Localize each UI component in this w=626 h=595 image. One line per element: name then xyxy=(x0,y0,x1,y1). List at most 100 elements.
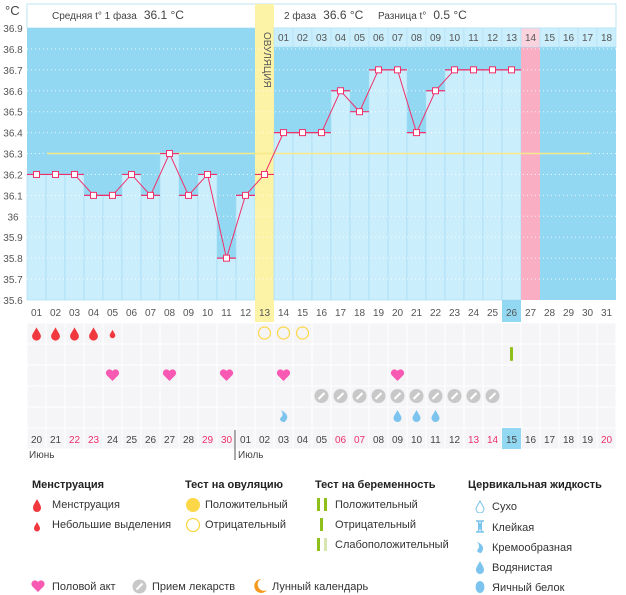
cycle-day-label: 13 xyxy=(259,308,271,319)
marker-cell xyxy=(197,322,218,345)
phase2-day-label: 08 xyxy=(411,33,423,44)
intercourse-heart-icon xyxy=(219,369,234,381)
marker-cell xyxy=(216,385,237,408)
fluid-watery-icon xyxy=(393,410,402,422)
calendar-date-label: 16 xyxy=(525,435,537,446)
temperature-bar xyxy=(444,69,465,301)
temperature-bar xyxy=(387,69,408,301)
cycle-day-label: 26 xyxy=(506,308,518,319)
marker-cell xyxy=(425,364,446,387)
temperature-bar xyxy=(463,69,484,301)
marker-cell xyxy=(235,385,256,408)
marker-cell xyxy=(387,343,408,366)
legend-ovulation-title: Тест на овуляцию xyxy=(185,479,284,491)
marker-cell xyxy=(330,406,351,429)
difference-summary: Разница t° 0.5 °C xyxy=(378,8,467,22)
marker-cell xyxy=(501,406,522,429)
marker-cell xyxy=(197,364,218,387)
marker-cell xyxy=(121,385,142,408)
header-box xyxy=(26,3,617,29)
intercourse-heart-icon xyxy=(105,369,120,381)
phase2-day-label: 12 xyxy=(487,33,499,44)
cycle-day-label: 16 xyxy=(316,308,328,319)
cycle-day-label: 05 xyxy=(107,308,119,319)
marker-cell xyxy=(273,322,294,345)
phase2-day-label: 01 xyxy=(278,33,290,44)
marker-cell xyxy=(235,406,256,429)
temperature-bar xyxy=(178,195,199,301)
marker-cell xyxy=(501,364,522,387)
marker-cell xyxy=(64,364,85,387)
cycle-day-label: 18 xyxy=(354,308,366,319)
phase2-day-label: 03 xyxy=(316,33,328,44)
calendar-date-label: 19 xyxy=(582,435,594,446)
marker-cell xyxy=(121,322,142,345)
calendar-date-label: 24 xyxy=(107,435,119,446)
marker-cell xyxy=(558,343,579,366)
marker-cell xyxy=(235,364,256,387)
legend-fluid-title: Цервикальная жидкость xyxy=(468,479,602,491)
y-tick-label: 35.7 xyxy=(3,275,23,286)
temperature-point xyxy=(261,170,268,178)
phase2-summary: 2 фаза 36.6 °C xyxy=(284,8,363,22)
calendar-date-label: 07 xyxy=(354,435,366,446)
temperature-bar xyxy=(83,195,104,301)
marker-cell xyxy=(330,364,351,387)
marker-cell xyxy=(178,406,199,429)
temperature-point xyxy=(109,191,116,199)
phase2-day-label: 11 xyxy=(468,33,479,44)
marker-cell xyxy=(596,364,617,387)
marker-cell xyxy=(539,322,560,345)
temperature-point xyxy=(166,150,173,158)
marker-cell xyxy=(83,364,104,387)
legend-ovulation-negative: Отрицательный xyxy=(205,519,286,531)
marker-cell xyxy=(444,406,465,429)
temperature-bar xyxy=(349,111,370,301)
marker-cell xyxy=(520,406,541,429)
marker-cell xyxy=(330,322,351,345)
calendar-date-label: 14 xyxy=(487,435,499,446)
marker-cell xyxy=(83,406,104,429)
marker-cell xyxy=(596,406,617,429)
marker-cell xyxy=(539,364,560,387)
marker-cell xyxy=(311,322,332,345)
calendar-date-label: 23 xyxy=(88,435,100,446)
marker-cell xyxy=(292,406,313,429)
calendar-date-label: 28 xyxy=(183,435,195,446)
marker-cell xyxy=(26,343,47,366)
marker-cell xyxy=(216,343,237,366)
marker-cell xyxy=(178,322,199,345)
menstruation-drop-icon xyxy=(70,327,79,341)
menstruation-drop-icon xyxy=(33,499,41,512)
marker-cell xyxy=(102,385,123,408)
marker-cell xyxy=(159,406,180,429)
phase2-day-label: 10 xyxy=(449,33,461,44)
phase2-day-label: 02 xyxy=(297,33,309,44)
ovulation-test-icon xyxy=(257,326,272,340)
temperature-point xyxy=(185,191,192,199)
temperature-bar xyxy=(235,195,256,301)
temperature-point xyxy=(204,170,211,178)
legend-pregnancy-positive: Положительный xyxy=(335,499,418,511)
calendar-date-label: 26 xyxy=(145,435,157,446)
pregnancy-negative-icon xyxy=(320,518,323,531)
expected-period-column xyxy=(521,28,540,300)
marker-cell xyxy=(463,322,484,345)
medication-pill-stripe xyxy=(393,392,402,400)
calendar-date-label: 02 xyxy=(259,435,271,446)
phase2-day-label: 16 xyxy=(563,33,575,44)
marker-cell xyxy=(425,322,446,345)
marker-cell xyxy=(26,364,47,387)
cycle-day-label: 29 xyxy=(563,308,575,319)
marker-cell xyxy=(520,343,541,366)
fluid-watery-icon xyxy=(431,410,440,422)
marker-cell xyxy=(406,343,427,366)
marker-cell xyxy=(330,343,351,366)
calendar-date-label: 11 xyxy=(430,435,441,446)
medication-pill-stripe xyxy=(355,392,364,400)
marker-cell xyxy=(596,427,617,450)
cycle-day-label: 11 xyxy=(221,308,232,319)
legend-ovulation-positive: Положительный xyxy=(205,499,288,511)
cycle-day-label: 28 xyxy=(544,308,556,319)
fluid-sticky-icon xyxy=(476,520,484,533)
